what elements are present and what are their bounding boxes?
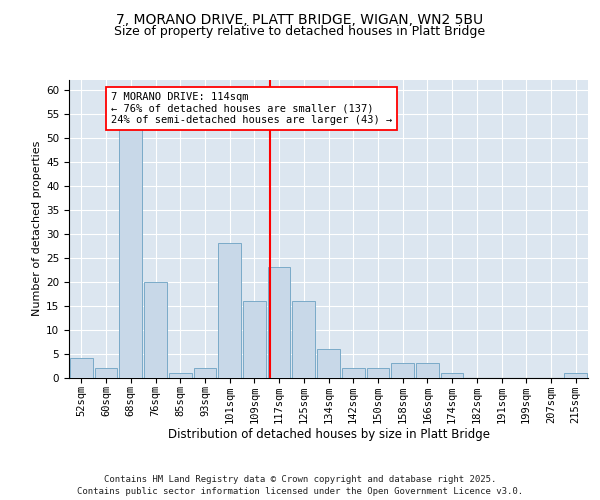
Bar [441,372,463,378]
Text: 7, MORANO DRIVE, PLATT BRIDGE, WIGAN, WN2 5BU: 7, MORANO DRIVE, PLATT BRIDGE, WIGAN, WN… [116,12,484,26]
Bar [268,267,290,378]
Bar [119,104,142,378]
Bar [317,348,340,378]
Bar [95,368,118,378]
Bar [416,363,439,378]
Text: Size of property relative to detached houses in Platt Bridge: Size of property relative to detached ho… [115,25,485,38]
Text: Contains HM Land Registry data © Crown copyright and database right 2025.
Contai: Contains HM Land Registry data © Crown c… [77,474,523,496]
Bar [169,372,191,378]
Bar [243,300,266,378]
Bar [218,243,241,378]
Bar [391,363,414,378]
Bar [367,368,389,378]
X-axis label: Distribution of detached houses by size in Platt Bridge: Distribution of detached houses by size … [167,428,490,441]
Bar [70,358,93,378]
Bar [194,368,216,378]
Bar [342,368,365,378]
Bar [144,282,167,378]
Bar [564,372,587,378]
Bar [292,300,315,378]
Text: 7 MORANO DRIVE: 114sqm
← 76% of detached houses are smaller (137)
24% of semi-de: 7 MORANO DRIVE: 114sqm ← 76% of detached… [111,92,392,125]
Y-axis label: Number of detached properties: Number of detached properties [32,141,42,316]
